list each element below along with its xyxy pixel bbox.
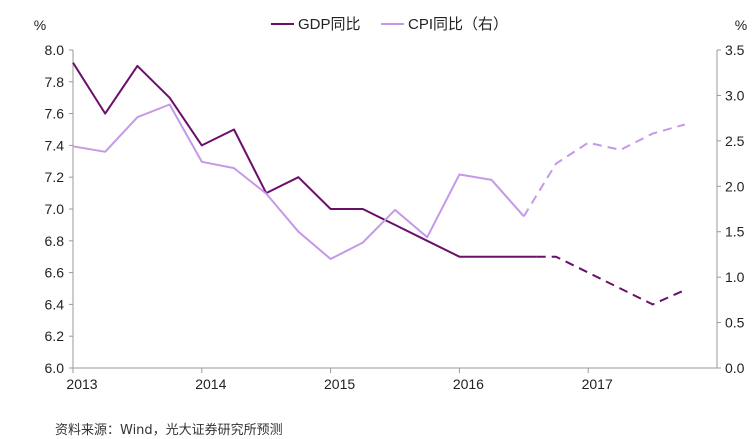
left-tick-label: 7.2 xyxy=(45,169,65,185)
legend-label-cpi: CPI同比（右） xyxy=(408,16,508,33)
right-tick-label: 1.0 xyxy=(725,269,745,285)
left-tick-label: 6.8 xyxy=(45,233,65,249)
left-tick-label: 6.6 xyxy=(45,265,65,281)
left-tick-label: 8.0 xyxy=(45,42,65,58)
right-tick-label: 2.0 xyxy=(725,178,745,194)
left-axis-unit: % xyxy=(34,17,46,33)
series-line-gdp-actual xyxy=(72,62,537,258)
series-line-cpi-forecast xyxy=(522,123,686,217)
series-lines xyxy=(72,62,686,306)
x-tick-label: 2016 xyxy=(453,376,484,392)
left-tick-label: 6.0 xyxy=(45,360,65,376)
right-axis-unit: % xyxy=(735,17,747,33)
right-tick-label: 0.0 xyxy=(725,360,745,376)
x-tick-label: 2017 xyxy=(582,376,613,392)
left-tick-label: 7.4 xyxy=(45,137,65,153)
axes xyxy=(69,49,721,373)
x-tick-label: 2013 xyxy=(66,376,97,392)
series-line-cpi-actual xyxy=(72,103,525,260)
right-tick-label: 1.5 xyxy=(725,224,745,240)
left-tick-label: 7.0 xyxy=(45,201,65,217)
left-tick-label: 6.4 xyxy=(45,296,65,312)
legend: GDP同比 CPI同比（右） xyxy=(271,16,508,33)
x-tick-label: 2015 xyxy=(324,376,355,392)
left-tick-label: 6.2 xyxy=(45,328,65,344)
right-tick-label: 0.5 xyxy=(725,315,745,331)
x-tick-label: 2014 xyxy=(195,376,226,392)
legend-label-gdp: GDP同比 xyxy=(298,16,361,33)
right-tick-label: 3.5 xyxy=(725,42,745,58)
source-note: 资料来源：Wind，光大证券研究所预测 xyxy=(55,423,283,438)
tick-labels: 8.0 7.8 7.6 7.4 7.2 7.0 6.8 6.6 6.4 6.2 6.0 3.5 3.0 2… xyxy=(45,42,745,392)
left-tick-label: 7.6 xyxy=(45,106,65,122)
right-tick-label: 2.5 xyxy=(725,133,745,149)
right-tick-label: 3.0 xyxy=(725,87,745,103)
series-line-gdp-forecast xyxy=(536,255,686,306)
left-tick-label: 7.8 xyxy=(45,74,65,90)
